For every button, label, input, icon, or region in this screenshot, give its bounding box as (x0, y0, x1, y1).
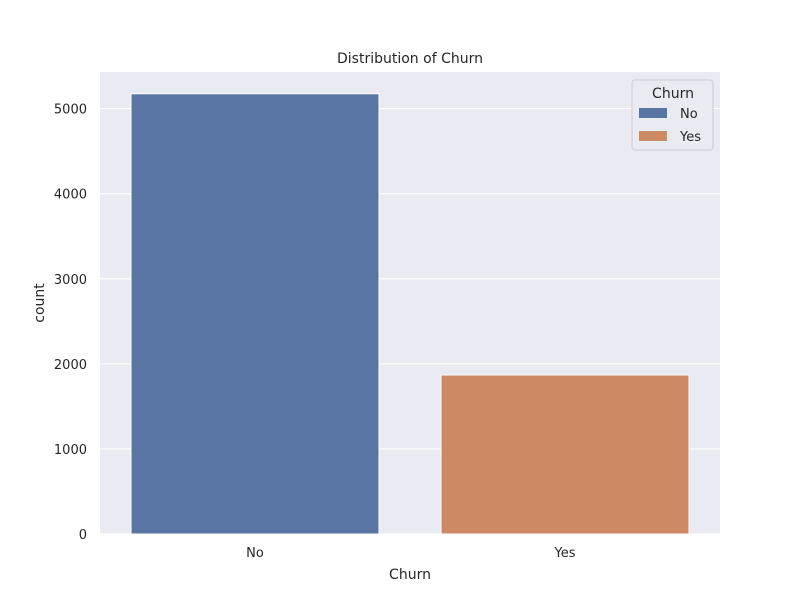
y-tick-label-1: 1000 (54, 443, 87, 458)
legend-swatch-yes (639, 131, 667, 141)
legend-swatch-no (639, 108, 667, 118)
bar-no (130, 93, 380, 535)
x-tick-label-yes: Yes (554, 546, 576, 561)
y-tick-label-3: 3000 (54, 273, 87, 288)
legend-entry-yes: Yes (679, 130, 701, 145)
y-axis-label: count (32, 283, 48, 323)
x-axis-label: Churn (389, 567, 431, 583)
legend-title: Churn (652, 86, 694, 102)
y-tick-label-5: 5000 (54, 103, 87, 118)
bar-yes (440, 374, 690, 535)
y-tick-label-2: 2000 (54, 358, 87, 373)
legend: Churn No Yes (631, 79, 714, 151)
legend-entry-no: No (680, 107, 698, 122)
bars (130, 93, 690, 535)
y-tick-label-0: 0 (79, 528, 87, 543)
x-tick-label-no: No (246, 546, 264, 561)
y-axis-ticks: 0 1000 2000 3000 4000 5000 (54, 103, 87, 543)
chart-title: Distribution of Churn (337, 51, 483, 67)
x-axis-ticks: No Yes (246, 546, 576, 561)
y-tick-label-4: 4000 (54, 188, 87, 203)
